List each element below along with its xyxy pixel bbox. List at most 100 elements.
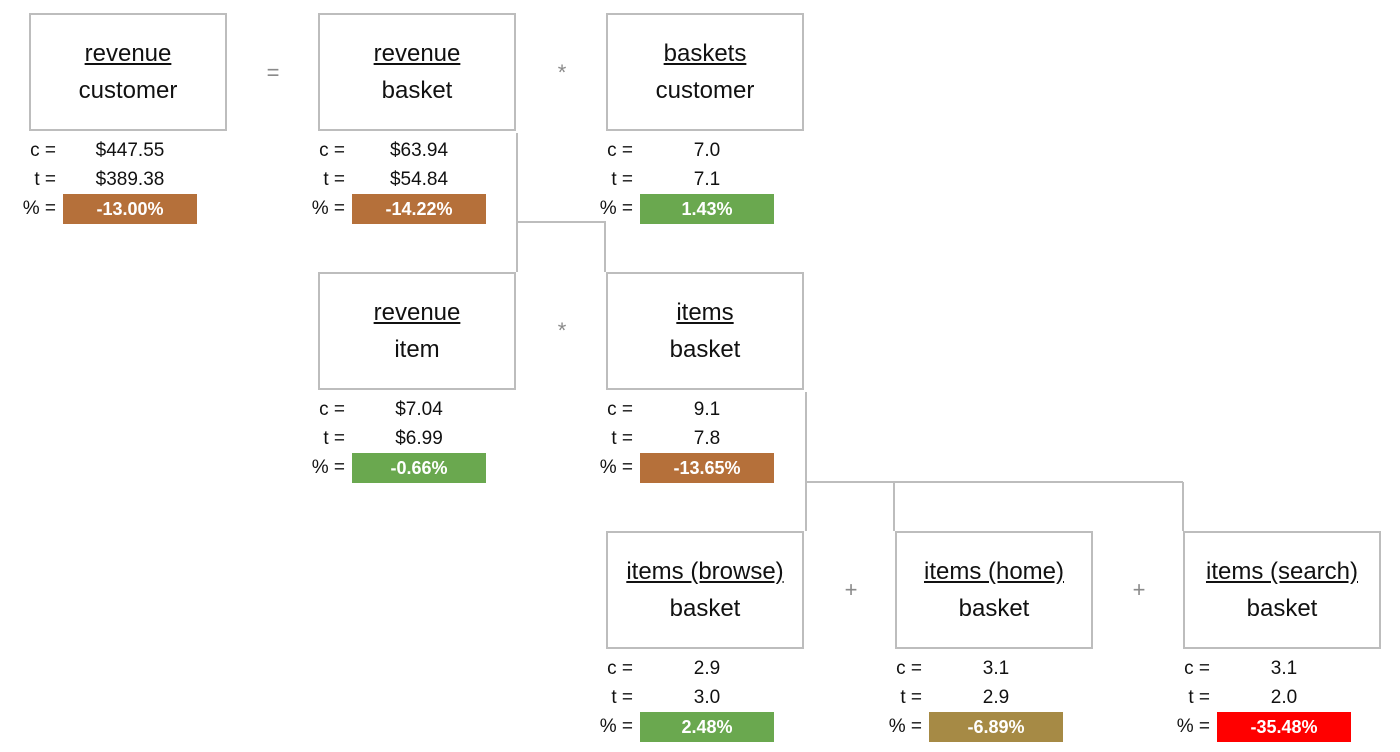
treatment-row: t = 7.8: [577, 424, 866, 454]
treatment-row: t = 3.0: [577, 683, 866, 713]
control-value: 3.1: [1270, 658, 1298, 679]
control-value: $447.55: [95, 140, 165, 161]
metric-box: revenue item: [318, 272, 516, 390]
control-label: c =: [607, 140, 633, 161]
node-items-browse-per-basket: items (browse) basket c = 2.9 t = 3.0 % …: [577, 518, 866, 743]
metric-denominator: item: [394, 336, 440, 363]
percent-row: % =: [0, 194, 289, 224]
metric-box: revenue customer: [29, 13, 227, 131]
plus-operator: +: [1132, 577, 1146, 602]
metric-box: items (search) basket: [1183, 531, 1381, 649]
treatment-label: t =: [323, 428, 345, 449]
treatment-row: t = $6.99: [289, 424, 578, 454]
percent-row: % =: [866, 712, 1155, 742]
node-revenue-per-item: revenue item c = $7.04 t = $6.99 % = -0.…: [289, 259, 578, 484]
control-value: 7.0: [693, 140, 721, 161]
percent-row: % =: [289, 194, 578, 224]
metric-box: items (browse) basket: [606, 531, 804, 649]
percent-row: % =: [577, 194, 866, 224]
control-row: c = 9.1: [577, 395, 866, 425]
percent-row: % =: [1154, 712, 1400, 742]
treatment-label: t =: [611, 687, 633, 708]
treatment-row: t = $54.84: [289, 165, 578, 195]
treatment-row: t = 2.9: [866, 683, 1155, 713]
metric-denominator: basket: [381, 77, 453, 104]
node-revenue-per-basket: revenue basket c = $63.94 t = $54.84 % =…: [289, 0, 578, 225]
treatment-value: $389.38: [95, 169, 165, 190]
percent-change-badge: -0.66%: [352, 453, 486, 483]
control-row: c = $63.94: [289, 136, 578, 166]
control-row: c = $7.04: [289, 395, 578, 425]
control-value: $63.94: [389, 140, 449, 161]
metric-numerator: revenue: [373, 299, 461, 326]
treatment-label: t =: [611, 428, 633, 449]
metric-denominator: basket: [958, 595, 1030, 622]
treatment-value: 7.8: [693, 428, 721, 449]
control-value: $7.04: [395, 399, 443, 420]
treatment-label: t =: [34, 169, 56, 190]
percent-change-badge: 2.48%: [640, 712, 774, 742]
treatment-value: $54.84: [389, 169, 449, 190]
plus-operator: +: [844, 577, 858, 602]
percent-row: % =: [577, 453, 866, 483]
percent-change-badge: -14.22%: [352, 194, 486, 224]
percent-label: % =: [888, 716, 922, 737]
percent-change-badge: 1.43%: [640, 194, 774, 224]
equals-operator: =: [266, 60, 280, 85]
node-revenue-per-customer: revenue customer c = $447.55 t = $389.38…: [0, 0, 289, 225]
metric-box: baskets customer: [606, 13, 804, 131]
treatment-label: t =: [611, 169, 633, 190]
treatment-value: 2.9: [982, 687, 1010, 708]
percent-row: % =: [577, 712, 866, 742]
connector-line: [517, 221, 606, 272]
metric-numerator: items: [676, 299, 734, 326]
control-row: c = 3.1: [1154, 654, 1400, 684]
percent-label: % =: [599, 716, 633, 737]
percent-label: % =: [599, 457, 633, 478]
metric-numerator: revenue: [84, 40, 172, 67]
percent-label: % =: [311, 457, 345, 478]
percent-change-badge: -13.65%: [640, 453, 774, 483]
node-baskets-per-customer: baskets customer c = 7.0 t = 7.1 % = 1.4…: [577, 0, 866, 225]
percent-change-badge: -6.89%: [929, 712, 1063, 742]
control-row: c = 3.1: [866, 654, 1155, 684]
percent-row: % =: [289, 453, 578, 483]
metric-denominator: basket: [669, 336, 741, 363]
control-value: 3.1: [982, 658, 1010, 679]
multiply-operator: *: [557, 60, 567, 85]
treatment-row: t = $389.38: [0, 165, 289, 195]
metric-numerator: baskets: [663, 40, 747, 67]
multiply-operator: *: [557, 318, 567, 343]
percent-change-badge: -35.48%: [1217, 712, 1351, 742]
percent-change-badge: -13.00%: [63, 194, 197, 224]
treatment-value: $6.99: [395, 428, 443, 449]
metric-numerator: items (search): [1205, 558, 1359, 585]
metric-box: items (home) basket: [895, 531, 1093, 649]
metric-numerator: items (browse): [626, 558, 784, 585]
control-label: c =: [896, 658, 922, 679]
node-items-home-per-basket: items (home) basket c = 3.1 t = 2.9 % = …: [866, 518, 1155, 743]
treatment-value: 2.0: [1270, 687, 1298, 708]
control-row: c = $447.55: [0, 136, 289, 166]
percent-label: % =: [1176, 716, 1210, 737]
control-row: c = 2.9: [577, 654, 866, 684]
control-label: c =: [607, 399, 633, 420]
metric-box: items basket: [606, 272, 804, 390]
control-value: 2.9: [693, 658, 721, 679]
treatment-row: t = 2.0: [1154, 683, 1400, 713]
percent-label: % =: [599, 198, 633, 219]
percent-label: % =: [22, 198, 56, 219]
metric-denominator: basket: [1246, 595, 1318, 622]
treatment-value: 7.1: [693, 169, 721, 190]
metric-denominator: customer: [655, 77, 755, 104]
node-items-search-per-basket: items (search) basket c = 3.1 t = 2.0 % …: [1154, 518, 1400, 743]
metric-numerator: revenue: [373, 40, 461, 67]
treatment-label: t =: [323, 169, 345, 190]
control-row: c = 7.0: [577, 136, 866, 166]
control-label: c =: [1184, 658, 1210, 679]
percent-label: % =: [311, 198, 345, 219]
treatment-label: t =: [1188, 687, 1210, 708]
treatment-value: 3.0: [693, 687, 721, 708]
